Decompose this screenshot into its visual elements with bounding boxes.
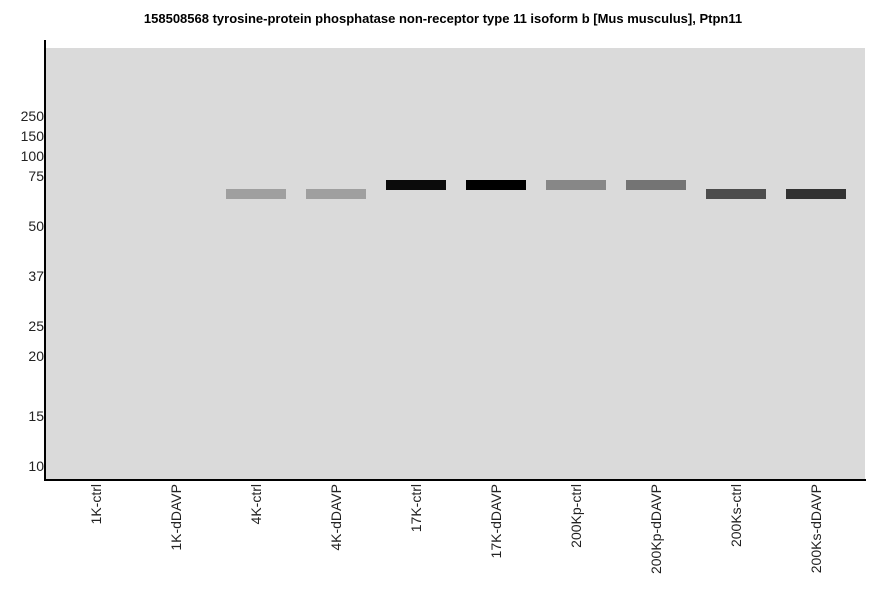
y-tick-label: 75 [28,168,44,184]
lane-label: 200Ks-dDAVP [808,484,824,573]
y-tick-label: 20 [28,348,44,364]
lane-label: 1K-ctrl [88,484,104,524]
lane-label: 17K-dDAVP [488,484,504,558]
band-4K-ctrl [226,189,286,199]
chart-title: 158508568 tyrosine-protein phosphatase n… [143,11,743,26]
y-tick-label: 15 [28,408,44,424]
y-tick-label: 10 [28,458,44,474]
band-200Ks-ctrl [706,189,766,199]
lane-label: 200Kp-dDAVP [648,484,664,574]
band-17K-ctrl [386,180,446,190]
lane-label: 200Kp-ctrl [568,484,584,548]
band-4K-dDAVP [306,189,366,199]
band-200Kp-dDAVP [626,180,686,190]
gel-background [46,48,865,479]
band-200Kp-ctrl [546,180,606,190]
lane-label: 200Ks-ctrl [728,484,744,547]
y-tick-label: 100 [21,148,45,164]
lane-label: 17K-ctrl [408,484,424,532]
band-17K-dDAVP [466,180,526,190]
lane-label: 1K-dDAVP [168,484,184,551]
y-tick-label: 150 [21,128,45,144]
lane-label: 4K-ctrl [248,484,264,524]
band-200Ks-dDAVP [786,189,846,199]
lane-label: 4K-dDAVP [328,484,344,551]
y-tick-label: 25 [28,318,44,334]
y-tick-label: 37 [28,268,44,284]
y-tick-label: 250 [21,108,45,124]
y-tick-label: 50 [28,218,44,234]
